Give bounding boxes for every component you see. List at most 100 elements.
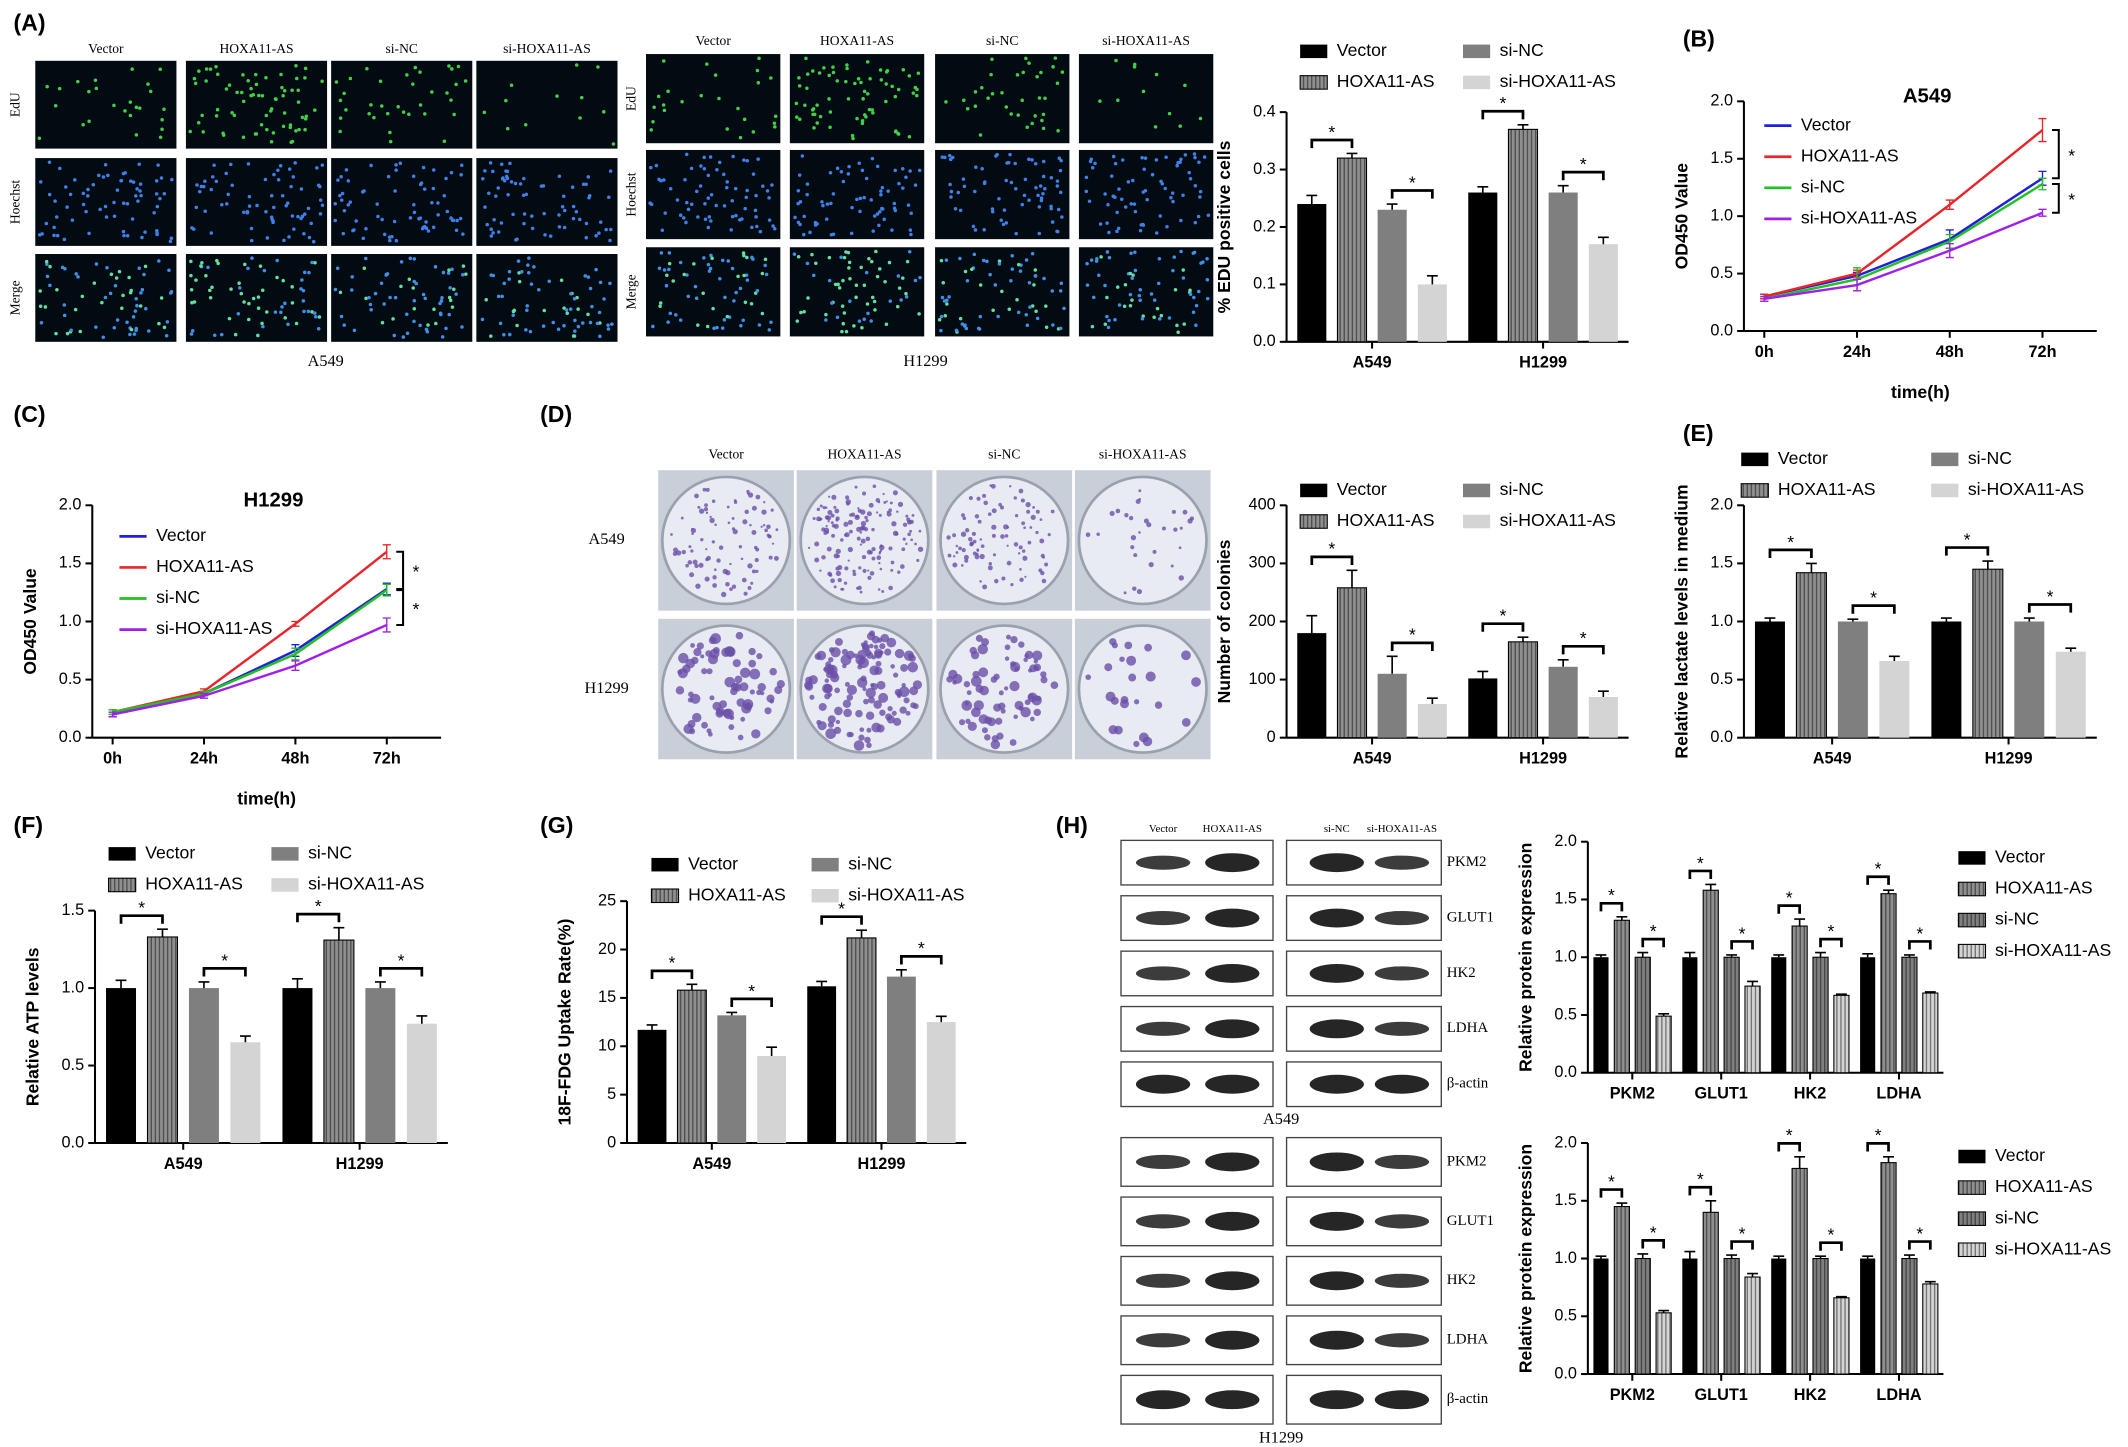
colony (694, 563, 699, 569)
cell (939, 314, 944, 319)
cell (1160, 182, 1165, 186)
cell (411, 286, 415, 290)
cell (822, 66, 826, 70)
cell (447, 312, 452, 317)
cell (1028, 305, 1032, 309)
colony (879, 650, 884, 655)
cell (859, 80, 863, 85)
cell (53, 103, 58, 108)
cell (96, 173, 101, 178)
legend-label: Vector (145, 843, 195, 863)
cell (754, 215, 758, 219)
cell (103, 295, 108, 300)
cell (827, 255, 832, 260)
colony (712, 575, 717, 580)
colony (983, 500, 989, 506)
colony (901, 547, 906, 552)
cell (43, 305, 48, 309)
cell (1088, 159, 1093, 164)
cell (134, 297, 138, 301)
colony (1009, 681, 1020, 692)
error-bar (766, 1046, 778, 1056)
colony (843, 708, 852, 718)
colony (993, 703, 1002, 712)
cell (884, 99, 888, 104)
colony (1022, 555, 1028, 561)
cell (978, 133, 983, 137)
bar-hatch (1723, 956, 1740, 1074)
cell (962, 98, 966, 103)
cell (1123, 282, 1128, 287)
band (1135, 855, 1191, 870)
colony (877, 588, 881, 591)
cell (847, 266, 851, 270)
cell (456, 64, 461, 69)
cell (596, 65, 600, 69)
cell (487, 191, 491, 196)
cell (269, 140, 274, 144)
colony (1110, 696, 1119, 705)
cell (861, 97, 865, 101)
colony (685, 563, 689, 568)
cell (211, 175, 215, 179)
colony (775, 528, 779, 532)
colony (987, 717, 996, 727)
colony (974, 514, 980, 519)
cell (81, 202, 86, 207)
colony (844, 566, 849, 571)
significance-label: * (221, 950, 228, 970)
cell (106, 173, 110, 178)
cell (296, 214, 300, 219)
cell (557, 174, 562, 178)
y-tick-label: 1.5 (62, 901, 85, 919)
cell (847, 260, 852, 265)
colony (766, 533, 770, 537)
y-tick-label: 0.0 (1554, 1063, 1577, 1081)
cell (892, 201, 897, 206)
cell (1014, 231, 1018, 236)
colony (749, 689, 755, 695)
cell (588, 286, 593, 291)
cell (257, 93, 261, 98)
legend-swatch (1741, 452, 1769, 467)
cell (460, 325, 464, 329)
cell (269, 194, 274, 198)
cell (1035, 75, 1039, 79)
cell (256, 333, 260, 338)
cell (660, 228, 665, 233)
cell (1149, 292, 1154, 296)
cell (1173, 287, 1178, 292)
legend-label: HOXA11-AS (156, 556, 254, 576)
cell (1163, 186, 1167, 191)
cell (1172, 255, 1177, 259)
legend-swatch (1300, 483, 1328, 498)
cell (802, 214, 806, 219)
cell (121, 293, 125, 298)
error-bar (416, 1015, 428, 1024)
cell (112, 325, 117, 330)
colony (872, 484, 877, 489)
colony (690, 643, 695, 648)
cell (342, 91, 346, 96)
cell (811, 273, 816, 278)
cell (496, 230, 501, 234)
cell (144, 306, 148, 311)
x-tick-label: 72h (2028, 343, 2056, 361)
cell (208, 295, 213, 300)
colony (826, 546, 832, 552)
cell (264, 113, 269, 118)
colony (1115, 508, 1121, 514)
cell (756, 80, 761, 85)
cell (445, 209, 450, 214)
cell (92, 281, 97, 285)
colony (970, 675, 982, 687)
cell (418, 323, 422, 328)
cell (842, 255, 847, 260)
cell (1038, 184, 1043, 188)
cell (346, 179, 351, 183)
cell (1016, 262, 1021, 267)
cell (136, 199, 140, 203)
cell (541, 324, 546, 328)
cell (446, 271, 451, 275)
